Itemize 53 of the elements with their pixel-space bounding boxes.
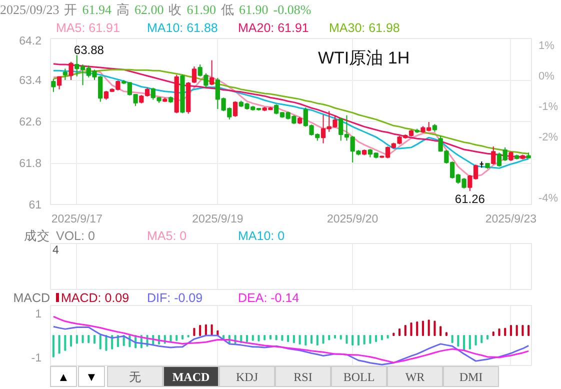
text: 成交 [23, 229, 50, 243]
y2-tick-label: 1% [538, 40, 555, 52]
y2-tick-label: -2% [538, 131, 558, 144]
chart-title: MACD [12, 291, 50, 305]
text: MA20: 61.91 [237, 20, 310, 36]
text: MA5: 61.91 [55, 20, 121, 36]
text: ▼ [78, 366, 105, 387]
x-tick-label: 2025/9/17 [51, 214, 102, 226]
candlestick [51, 78, 56, 92]
candlestick [508, 151, 514, 162]
text: WTI原油 1H [318, 48, 410, 68]
line-series [52, 316, 530, 364]
annotation: 61.26 [454, 192, 486, 206]
candlestick [232, 100, 238, 118]
text: DMI [443, 366, 499, 387]
text: DIF: -0.09 [146, 291, 204, 305]
text: MA5: 0 [146, 229, 188, 243]
candlestick [68, 61, 74, 80]
y2-tick-label: -4% [538, 192, 558, 204]
x-tick-label: 2025/9/20 [327, 214, 378, 226]
y-tick-label: 64.2 [19, 36, 42, 48]
text: MA30: 61.98 [328, 20, 401, 36]
y2-tick-label: -1% [538, 101, 558, 114]
text: 4 [52, 244, 60, 256]
text: MA10: 61.88 [146, 20, 219, 36]
text: 2025/09/23 开 61.94 高 62.00 收 61.90 低 61.90 -0.08% [0, 2, 312, 17]
text: KDJ [219, 366, 275, 387]
text: ▲ [50, 366, 77, 387]
x-tick-label: 2025/9/23 [485, 214, 537, 226]
candlestick [491, 146, 496, 166]
y2-tick-label: 0% [538, 70, 555, 83]
annotation: 63.88 [74, 43, 104, 58]
text: MACD [163, 366, 219, 387]
text: VOL: 0 [55, 229, 96, 243]
y-tick-label: 1 [35, 308, 42, 320]
legend-label: MACD: 0.09 [60, 291, 130, 305]
y-tick-label: 61 [28, 200, 42, 212]
text: RSI [275, 366, 331, 387]
text: WR [387, 366, 443, 387]
y-tick-label: -1 [31, 352, 42, 365]
text: DEA: -0.14 [237, 291, 300, 305]
candlestick [209, 60, 214, 86]
x-tick-label: 2025/9/19 [192, 214, 244, 226]
y-tick-label: 63.4 [19, 75, 42, 87]
line-series [52, 326, 530, 366]
candlestick [192, 66, 197, 84]
text: MA10: 0 [237, 229, 286, 243]
candlestick [56, 76, 62, 90]
candlestick [62, 68, 68, 80]
y-tick-label: 62.6 [19, 116, 42, 128]
text: BOLL [331, 366, 387, 387]
text: 无 [107, 366, 163, 387]
y-tick-label: 61.8 [19, 158, 42, 170]
